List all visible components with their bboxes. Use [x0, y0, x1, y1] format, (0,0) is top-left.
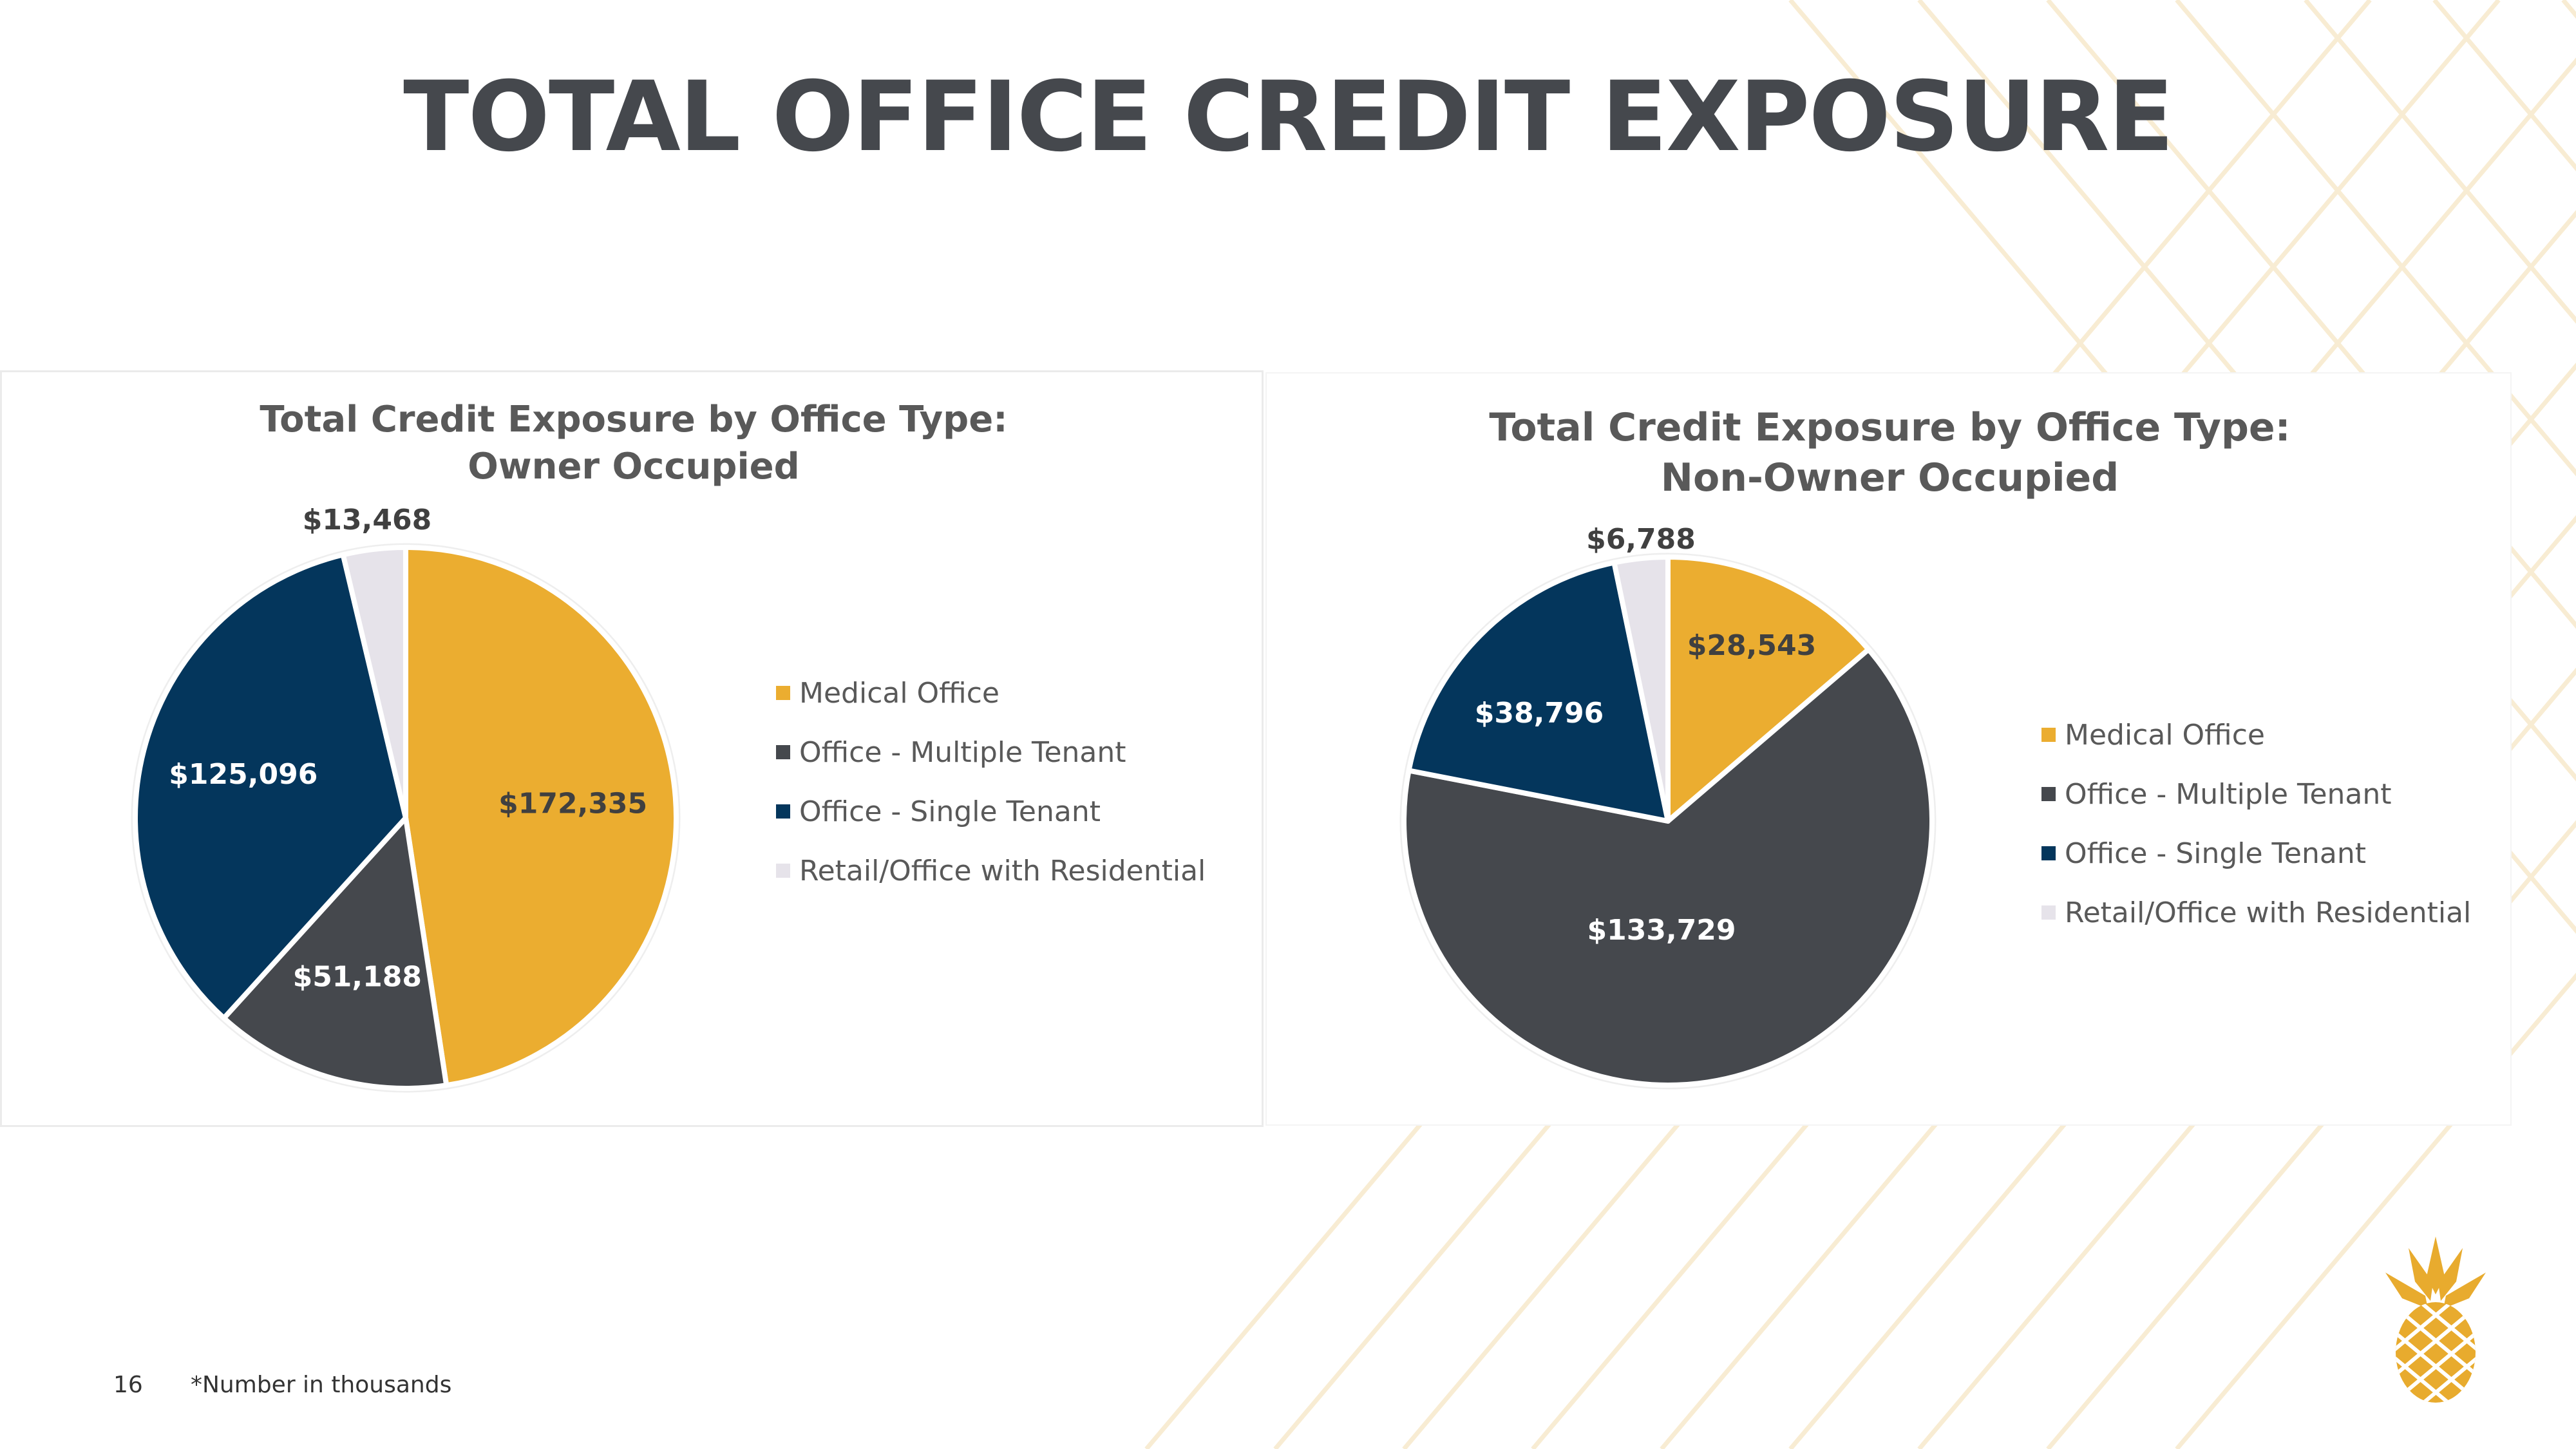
pineapple-icon [2385, 1236, 2486, 1403]
pattern-line [2175, 0, 2576, 477]
legend-swatch [2041, 846, 2056, 860]
pattern-line [1917, 667, 2576, 1449]
footnote: *Number in thousands [191, 1372, 452, 1398]
non-owner-occupied-chart-title: Total Credit Exposure by Office Type: No… [1267, 402, 2513, 503]
data-label: $51,188 [293, 960, 422, 993]
slice-office-multiple-tenant [1401, 647, 1935, 1088]
data-label: $38,796 [1475, 697, 1604, 730]
data-label: $172,335 [498, 787, 647, 820]
page-title: TOTAL OFFICE CREDIT EXPOSURE [403, 61, 2174, 173]
legend-swatch [776, 804, 790, 819]
data-label: $6,788 [1586, 523, 1696, 556]
legend-item-office-multiple-tenant: Office - Multiple Tenant [776, 723, 1206, 782]
chart-title-line2: Owner Occupied [468, 445, 800, 488]
legend-label: Office - Multiple Tenant [2065, 777, 2392, 811]
legend-swatch [2041, 905, 2056, 920]
pineapple-leaves [2385, 1236, 2486, 1309]
slice-retail-office-residential [340, 545, 408, 820]
slice-office-multiple-tenant [221, 815, 450, 1091]
slice-medical-office [1665, 554, 1871, 824]
legend-item-office-single-tenant: Office - Single Tenant [776, 782, 1206, 841]
legend-item-office-single-tenant: Office - Single Tenant [2041, 824, 2471, 883]
legend-swatch [776, 745, 790, 759]
chart-title-line1: Total Credit Exposure by Office Type: [260, 399, 1008, 440]
page-number: 16 [113, 1372, 143, 1398]
legend-label: Retail/Office with Residential [2065, 896, 2472, 929]
pattern-line [2175, 972, 2576, 1449]
slice-office-single-tenant [133, 552, 408, 1021]
legend-swatch [2041, 728, 2056, 742]
non-owner-occupied-legend: Medical Office Office - Multiple Tenant … [2041, 705, 2471, 942]
legend-label: Office - Single Tenant [2065, 837, 2366, 870]
legend-swatch [2041, 787, 2056, 801]
data-label: $125,096 [169, 758, 317, 791]
pattern-line [2046, 820, 2576, 1449]
slice-retail-office-residential [1611, 554, 1671, 824]
slice-office-single-tenant [1406, 560, 1671, 824]
legend-item-medical-office: Medical Office [2041, 705, 2471, 764]
legend-swatch [776, 686, 790, 700]
legend-label: Medical Office [799, 676, 999, 710]
data-label: $28,543 [1687, 629, 1816, 662]
legend-item-retail-office-residential: Retail/Office with Residential [776, 841, 1206, 900]
chart-title-line1: Total Credit Exposure by Office Type: [1489, 405, 2291, 450]
legend-label: Office - Single Tenant [799, 795, 1101, 828]
legend-swatch [776, 864, 790, 878]
legend-label: Office - Multiple Tenant [799, 735, 1126, 769]
pineapple-diamond-pattern [2396, 1302, 2476, 1403]
legend-label: Retail/Office with Residential [799, 854, 1206, 887]
chart-title-line2: Non-Owner Occupied [1660, 455, 2119, 500]
owner-occupied-legend: Medical Office Office - Multiple Tenant … [776, 663, 1206, 900]
slice-medical-office [403, 545, 679, 1088]
data-label: $133,729 [1587, 914, 1736, 947]
legend-item-office-multiple-tenant: Office - Multiple Tenant [2041, 764, 2471, 824]
owner-occupied-chart-title: Total Credit Exposure by Office Type: Ow… [2, 397, 1265, 491]
pattern-line [2304, 0, 2576, 324]
legend-item-medical-office: Medical Office [776, 663, 1206, 723]
legend-item-retail-office-residential: Retail/Office with Residential [2041, 883, 2471, 942]
pattern-line [2046, 0, 2576, 629]
data-label: $13,468 [303, 504, 431, 536]
legend-label: Medical Office [2065, 718, 2265, 752]
